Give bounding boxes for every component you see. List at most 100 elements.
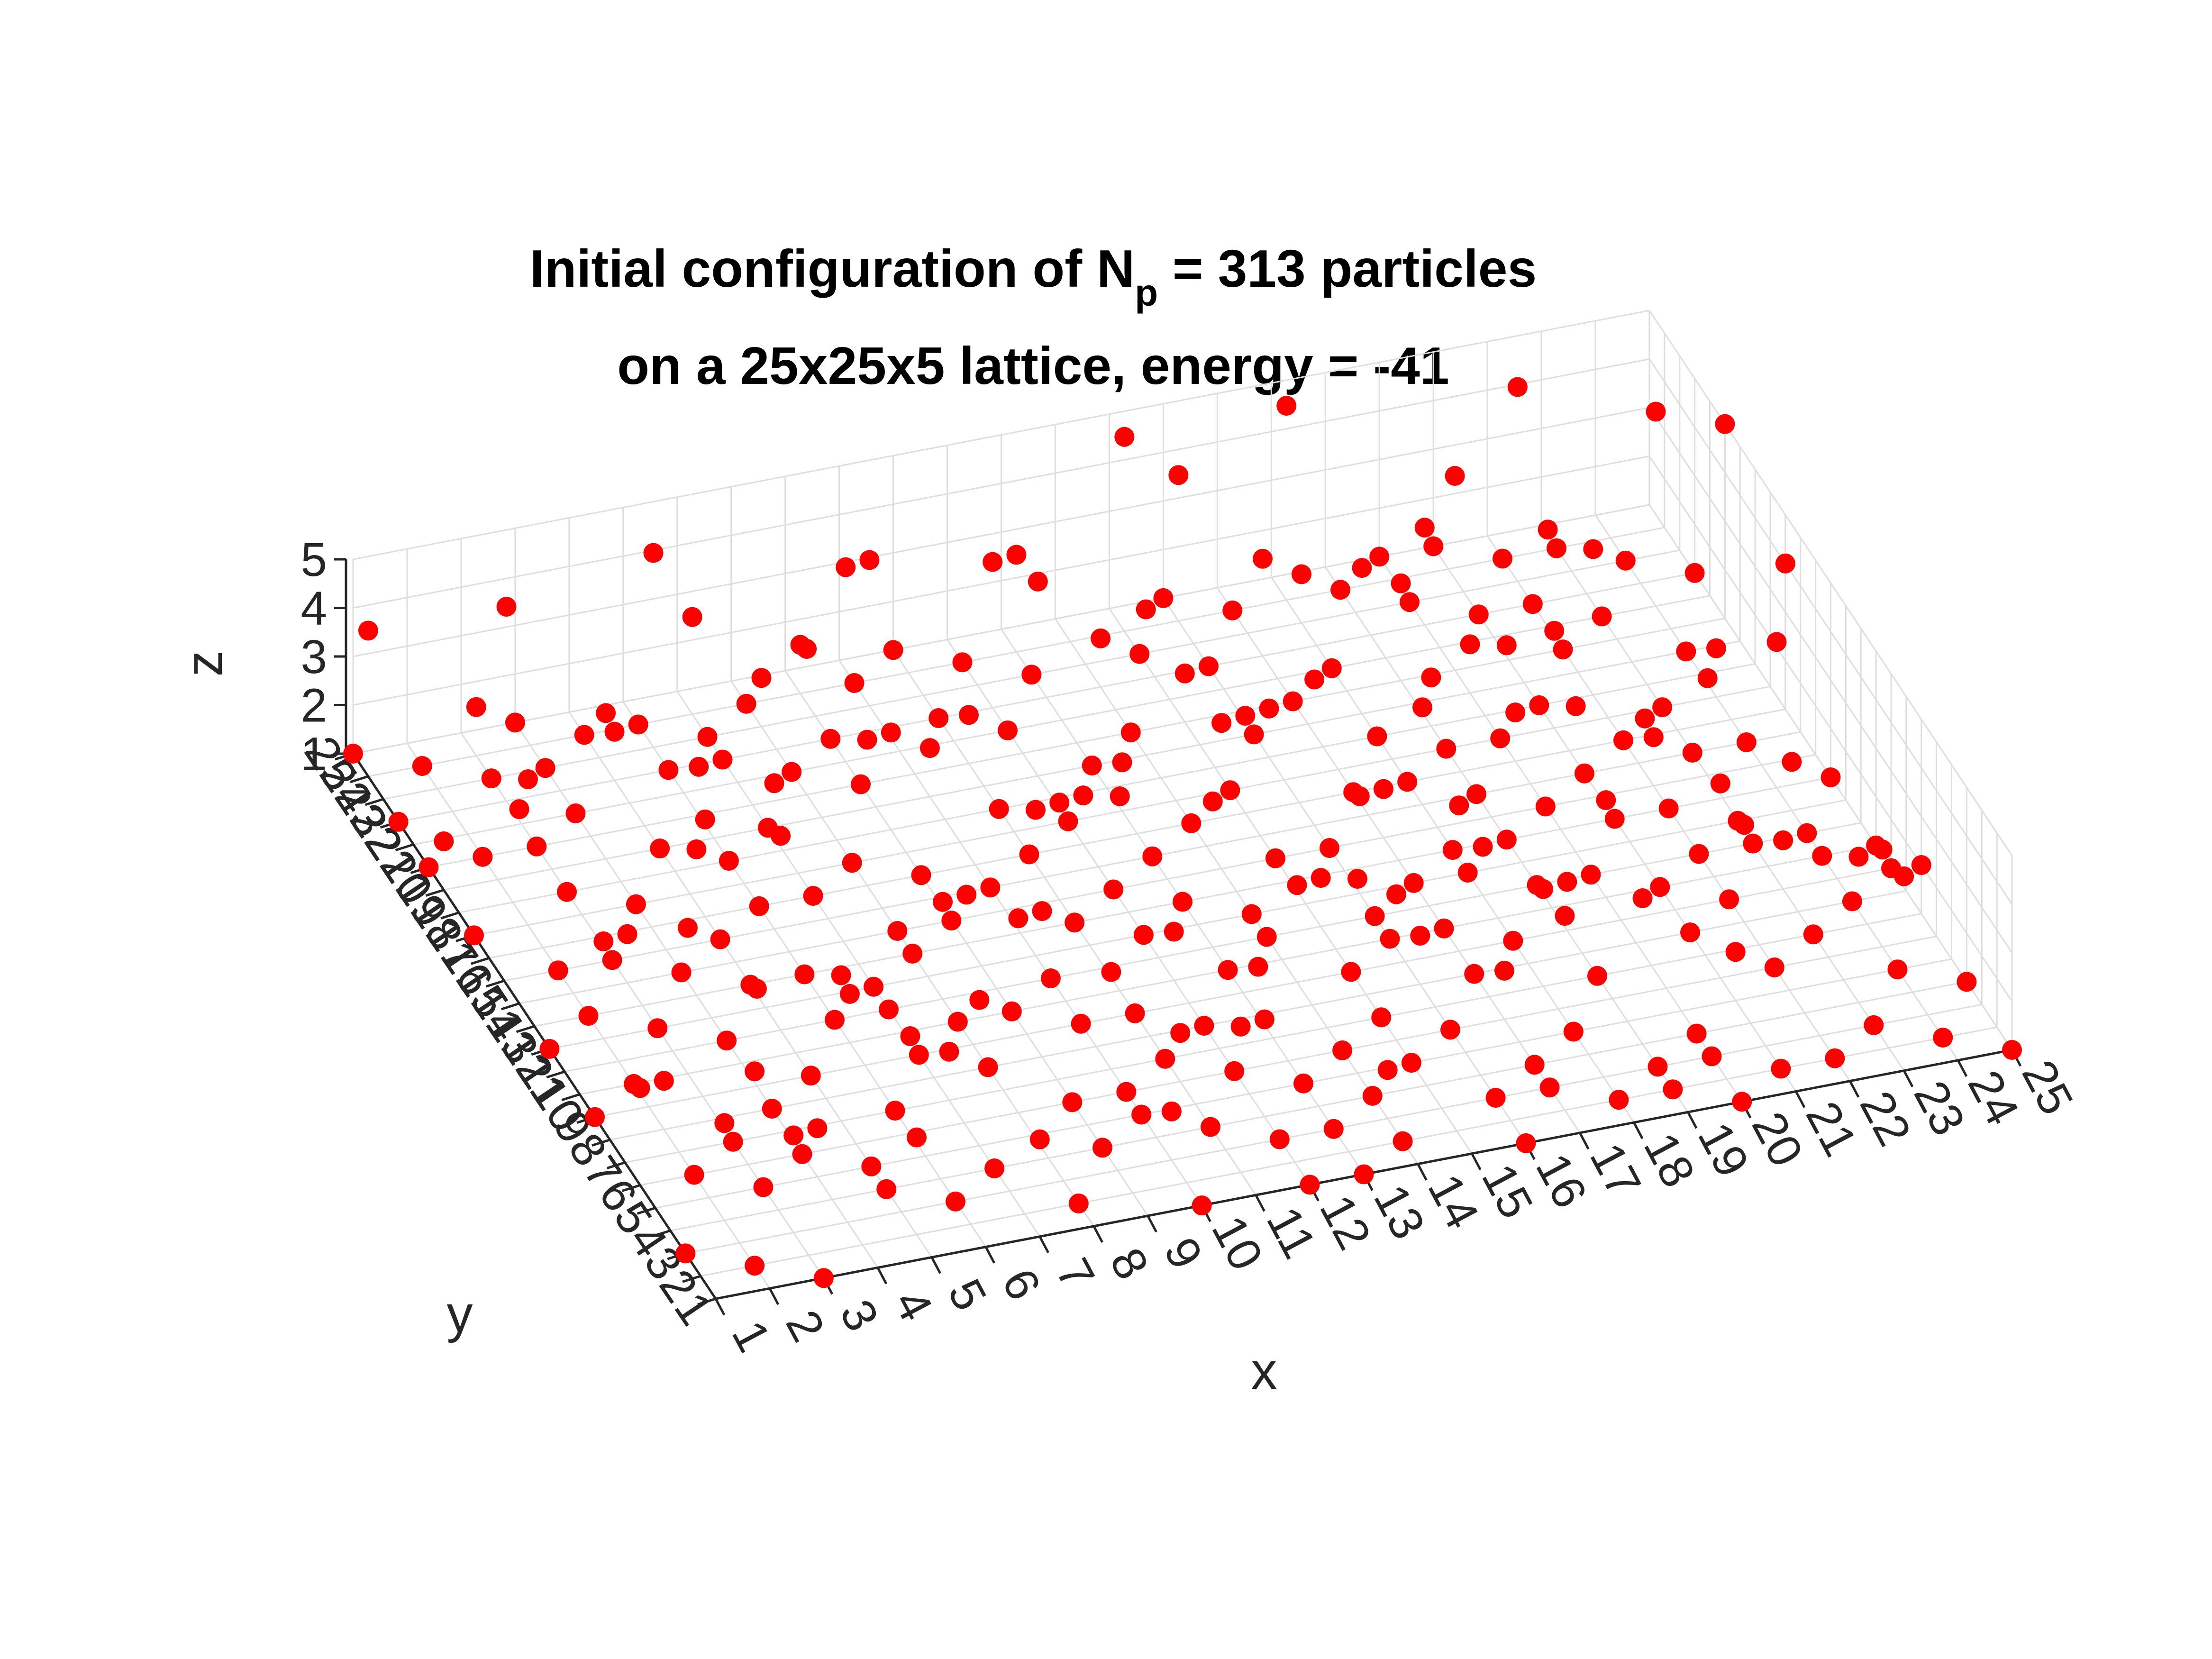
data-point bbox=[941, 911, 962, 931]
y-tick-mark bbox=[652, 1229, 671, 1238]
data-point bbox=[678, 918, 698, 938]
data-point bbox=[989, 799, 1009, 819]
x-tick-mark bbox=[1957, 1059, 1968, 1077]
data-point bbox=[876, 1179, 897, 1199]
data-point bbox=[1732, 1092, 1752, 1112]
x-tick-label: 8 bbox=[1100, 1240, 1159, 1288]
data-point bbox=[820, 729, 841, 749]
data-point bbox=[1241, 904, 1262, 924]
data-point bbox=[1114, 427, 1135, 447]
data-point bbox=[911, 865, 931, 885]
x-tick-label: 2 bbox=[775, 1302, 835, 1350]
data-point bbox=[464, 925, 484, 946]
data-point bbox=[1494, 960, 1514, 981]
z-tick-label: 5 bbox=[300, 533, 327, 586]
data-point bbox=[1544, 620, 1565, 641]
back-wall-gridline-z bbox=[353, 456, 1650, 706]
floor-gridline-y bbox=[413, 595, 1710, 846]
data-point bbox=[1092, 1138, 1112, 1158]
data-point bbox=[1019, 844, 1039, 865]
data-point bbox=[842, 853, 862, 873]
data-point bbox=[902, 943, 923, 964]
data-point bbox=[1533, 879, 1553, 899]
x-tick-label: 25 bbox=[2012, 1052, 2083, 1123]
floor-gridline-y bbox=[519, 754, 1816, 1004]
data-point bbox=[1256, 927, 1277, 947]
data-point bbox=[1445, 466, 1465, 486]
data-point bbox=[1539, 1077, 1560, 1098]
data-point bbox=[1311, 868, 1331, 888]
side-wall-gridline-z bbox=[1648, 407, 2013, 953]
data-point bbox=[753, 1177, 774, 1197]
data-point bbox=[956, 884, 977, 905]
data-point bbox=[1609, 1090, 1629, 1110]
data-point bbox=[1371, 1007, 1392, 1028]
data-point bbox=[1604, 809, 1625, 829]
data-point bbox=[1393, 1131, 1413, 1151]
data-point bbox=[1821, 767, 1841, 787]
data-point bbox=[907, 1127, 927, 1148]
data-point bbox=[1414, 518, 1435, 538]
data-point bbox=[1265, 848, 1285, 868]
data-point bbox=[1449, 795, 1469, 816]
x-tick-mark bbox=[1038, 1236, 1049, 1253]
data-point bbox=[1911, 855, 1931, 875]
data-point bbox=[505, 712, 525, 733]
data-point bbox=[1073, 785, 1093, 806]
data-point bbox=[900, 1026, 920, 1046]
data-point bbox=[1887, 959, 1908, 980]
y-tick-mark bbox=[637, 1206, 656, 1215]
data-point bbox=[596, 703, 616, 723]
data-point bbox=[1283, 691, 1303, 711]
x-tick-mark bbox=[1417, 1163, 1428, 1181]
y-tick-mark bbox=[425, 889, 445, 897]
data-point bbox=[1587, 966, 1607, 986]
data-point bbox=[1632, 888, 1653, 908]
data-point bbox=[1503, 930, 1523, 951]
floor-gridline-y bbox=[489, 708, 1786, 959]
data-point bbox=[983, 552, 1003, 572]
x-tick-mark bbox=[930, 1257, 942, 1274]
data-point bbox=[1082, 756, 1102, 775]
data-point bbox=[1153, 588, 1174, 608]
data-point bbox=[1161, 1101, 1182, 1121]
data-point bbox=[1332, 1040, 1353, 1060]
x-axis-label: x bbox=[1251, 1342, 1277, 1400]
data-point bbox=[675, 1243, 696, 1264]
data-point bbox=[1235, 706, 1256, 726]
data-point bbox=[628, 714, 648, 735]
data-point bbox=[1410, 926, 1430, 946]
data-point bbox=[857, 729, 877, 750]
data-point bbox=[650, 839, 670, 858]
data-point bbox=[1663, 1079, 1683, 1100]
y-tick-mark bbox=[561, 1093, 580, 1102]
data-point bbox=[1442, 840, 1463, 860]
y-tick-mark bbox=[440, 912, 459, 920]
data-point bbox=[851, 774, 871, 794]
side-wall-gridline-z bbox=[1648, 456, 2013, 1002]
data-point bbox=[1538, 520, 1558, 540]
data-point bbox=[1259, 698, 1279, 719]
x-tick-mark bbox=[876, 1267, 888, 1285]
data-point bbox=[712, 749, 733, 770]
data-point bbox=[1142, 846, 1163, 866]
data-point bbox=[1957, 972, 1977, 992]
data-point bbox=[466, 697, 486, 717]
data-point bbox=[1440, 1020, 1460, 1040]
data-point bbox=[1894, 866, 1914, 886]
data-point bbox=[1825, 1048, 1845, 1068]
data-point bbox=[1436, 738, 1456, 759]
data-point bbox=[1547, 538, 1566, 558]
data-point bbox=[879, 999, 899, 1020]
y-tick-mark bbox=[471, 957, 490, 965]
data-point bbox=[1254, 1009, 1274, 1030]
data-point bbox=[1764, 957, 1784, 977]
data-point bbox=[1374, 779, 1393, 799]
data-point bbox=[959, 705, 979, 725]
data-point bbox=[1460, 634, 1480, 655]
x-tick-mark bbox=[714, 1298, 726, 1316]
data-point bbox=[1684, 563, 1705, 583]
data-point bbox=[883, 640, 903, 660]
floor-gridline-y bbox=[428, 618, 1725, 868]
